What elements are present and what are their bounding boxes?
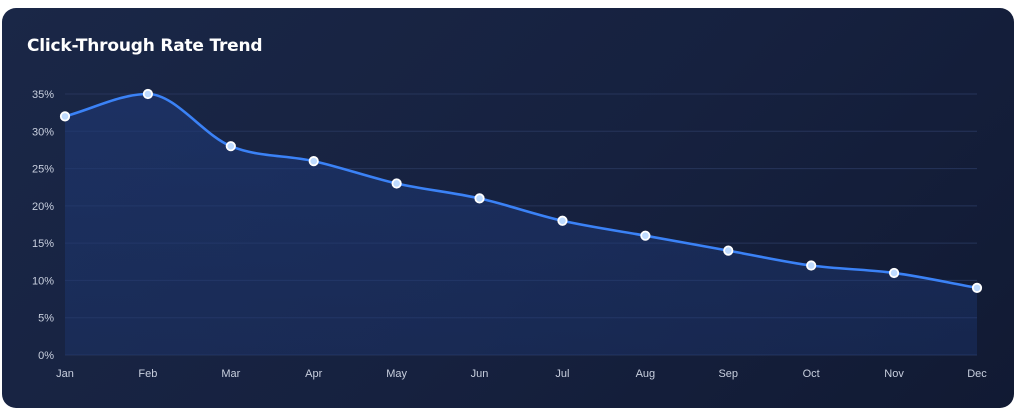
data-point-may[interactable] <box>391 178 402 189</box>
chart-title: Click-Through Rate Trend <box>27 36 263 56</box>
x-tick-label-aug: Aug <box>636 368 656 380</box>
x-axis: Jan Feb Mar Apr May Jun Jul Aug Sep Oct Nov Dec <box>56 368 987 380</box>
x-tick-label-sep: Sep <box>718 368 738 380</box>
y-tick-label-5: 5% <box>38 313 54 325</box>
x-tick-label-feb: Feb <box>138 368 157 380</box>
y-tick-label-35: 35% <box>32 89 54 101</box>
x-tick-label-jun: Jun <box>471 368 489 380</box>
y-tick-label-25: 25% <box>32 164 54 176</box>
y-tick-label-30: 30% <box>32 126 54 138</box>
series-area <box>65 94 977 355</box>
data-point-nov[interactable] <box>888 267 900 279</box>
x-tick-label-nov: Nov <box>884 368 904 380</box>
data-point-aug[interactable] <box>640 230 651 241</box>
x-tick-label-jan: Jan <box>56 368 74 380</box>
x-tick-label-apr: Apr <box>305 368 322 380</box>
data-point-apr[interactable] <box>308 156 319 167</box>
data-point-jan[interactable] <box>59 111 71 122</box>
y-tick-label-20: 20% <box>32 201 54 213</box>
y-tick-label-15: 15% <box>32 238 54 250</box>
x-tick-label-dec: Dec <box>967 368 987 380</box>
y-tick-label-10: 10% <box>32 275 54 287</box>
data-point-jun[interactable] <box>474 193 485 204</box>
y-axis: 0% 5% 10% 15% 20% 25% 30% 35% <box>32 89 54 362</box>
data-point-sep[interactable] <box>723 245 734 256</box>
y-tick-label-0: 0% <box>38 350 54 362</box>
x-tick-label-jul: Jul <box>555 368 569 380</box>
data-point-dec[interactable] <box>971 282 983 293</box>
x-tick-label-may: May <box>386 368 407 380</box>
data-point-mar[interactable] <box>225 141 236 152</box>
data-points <box>59 88 983 293</box>
data-point-oct[interactable] <box>806 260 817 271</box>
x-tick-label-mar: Mar <box>221 368 240 380</box>
x-tick-label-oct: Oct <box>803 368 820 380</box>
data-point-feb[interactable] <box>142 88 154 100</box>
series-line <box>63 92 979 290</box>
data-point-jul[interactable] <box>557 215 568 226</box>
